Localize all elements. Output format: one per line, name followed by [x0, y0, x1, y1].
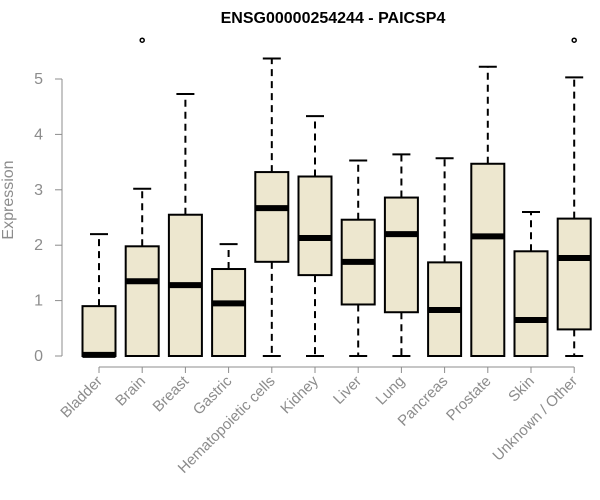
x-tick-label: Bladder: [57, 373, 106, 422]
box-lung: [383, 153, 419, 357]
y-tick-label: 2: [34, 237, 43, 254]
x-tick-label: Lung: [373, 373, 409, 409]
box-prostate: [470, 65, 506, 357]
outlier-point: [571, 37, 577, 43]
box-body: [124, 245, 160, 357]
x-tick-label: Breast: [150, 372, 193, 415]
y-axis: 0 1 2 3 4 5: [34, 71, 63, 365]
box-gastric: [211, 243, 247, 357]
box-body: [383, 196, 419, 314]
y-tick-label: 0: [34, 348, 43, 365]
box-kidney: [297, 115, 333, 357]
x-tick-label: Prostate: [443, 373, 495, 425]
x-tick-label: Skin: [505, 373, 538, 406]
y-tick-label: 4: [34, 126, 43, 143]
x-tick-label: Brain: [112, 373, 149, 410]
y-tick-label: 1: [34, 293, 43, 310]
box-body: [297, 175, 333, 277]
y-tick-label: 3: [34, 182, 43, 199]
box-body: [81, 305, 117, 358]
box-bladder: [81, 233, 117, 358]
box-body: [556, 217, 592, 331]
outlier-point: [139, 37, 145, 43]
box-pancreas: [427, 157, 463, 357]
box-unknown-other: [556, 37, 592, 357]
box-brain: [124, 37, 160, 357]
box-breast: [167, 92, 203, 357]
y-tick-label: 5: [34, 71, 43, 88]
box-body: [470, 162, 506, 357]
box-body: [254, 171, 290, 263]
box-body: [211, 268, 247, 357]
chart-title: ENSG00000254244 - PAICSP4: [221, 10, 446, 27]
x-tick-label: Liver: [330, 373, 365, 408]
box-plot-series: [81, 37, 592, 358]
box-hematopoietic-cells: [254, 57, 290, 357]
x-tick-label: Kidney: [277, 372, 322, 417]
y-axis-label: Expression: [0, 160, 17, 239]
box-liver: [340, 159, 376, 357]
box-skin: [513, 210, 549, 358]
box-body: [513, 250, 549, 358]
